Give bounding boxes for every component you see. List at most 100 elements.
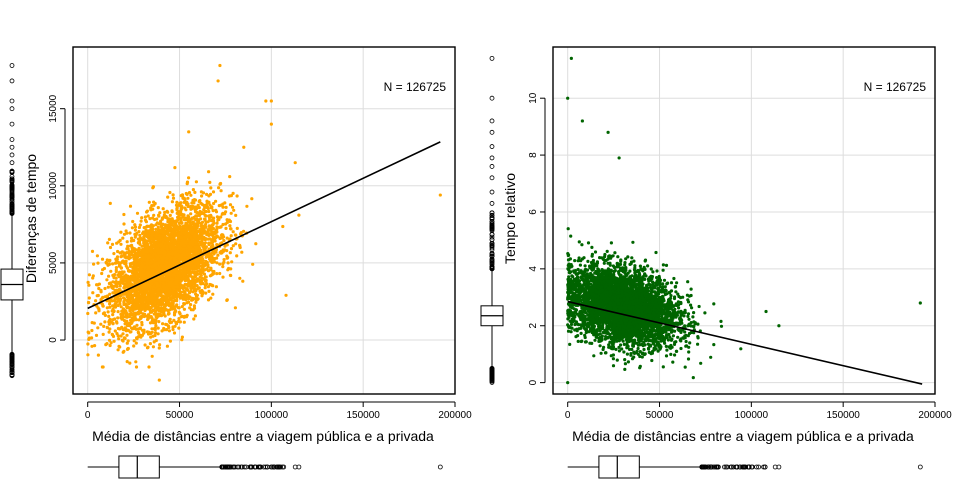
point [90, 249, 95, 253]
point [136, 272, 140, 276]
outlier-point [187, 130, 191, 134]
point [133, 281, 137, 285]
point [218, 182, 222, 186]
point [154, 318, 158, 322]
point [151, 268, 155, 272]
point [154, 324, 158, 328]
point [105, 326, 110, 330]
x-axis-label: Média de distâncias entre a viagem públi… [92, 428, 434, 444]
point [162, 287, 166, 291]
point [90, 344, 94, 348]
point [161, 227, 165, 231]
point [137, 225, 141, 230]
point [199, 224, 203, 228]
point [111, 318, 115, 322]
point [194, 218, 198, 222]
point [161, 284, 166, 288]
point [175, 200, 179, 204]
point [149, 208, 153, 212]
point [87, 273, 91, 277]
point [105, 278, 109, 282]
point [109, 269, 113, 273]
point [116, 249, 120, 254]
point [231, 205, 235, 209]
point [116, 316, 120, 320]
point [152, 340, 156, 344]
point [148, 237, 152, 241]
point [94, 333, 99, 337]
point [143, 215, 147, 219]
point [163, 234, 167, 238]
outlier-point [218, 63, 222, 68]
point [101, 365, 105, 369]
point [206, 265, 210, 269]
point [194, 240, 198, 244]
point [142, 269, 146, 273]
point [122, 251, 126, 255]
point [117, 280, 121, 284]
point [214, 285, 218, 289]
point [130, 250, 134, 254]
point [211, 190, 216, 194]
point [155, 284, 160, 288]
point [179, 242, 183, 246]
point [191, 290, 195, 294]
point [215, 272, 219, 276]
point [91, 291, 95, 295]
point [234, 213, 238, 217]
point [172, 331, 177, 335]
point [106, 241, 110, 245]
point [190, 285, 194, 289]
point [180, 213, 184, 217]
outlier-point [269, 122, 273, 126]
point [234, 242, 238, 246]
point [224, 226, 228, 230]
point [116, 326, 120, 331]
point [160, 329, 164, 333]
point [207, 170, 211, 174]
point [144, 220, 148, 224]
point [185, 180, 190, 184]
point [177, 326, 181, 330]
point [214, 199, 218, 203]
point [155, 313, 159, 317]
point [142, 241, 146, 245]
point [182, 244, 187, 248]
point [168, 262, 172, 266]
point [135, 275, 139, 279]
point [198, 280, 202, 284]
point [141, 263, 145, 267]
point [218, 225, 222, 229]
outlier-point [293, 161, 297, 165]
point [281, 224, 285, 229]
point [569, 322, 574, 326]
point [221, 211, 225, 215]
point [177, 317, 181, 321]
point [215, 256, 219, 260]
point [96, 353, 100, 357]
point [154, 227, 158, 231]
point [170, 277, 174, 281]
point [179, 221, 183, 225]
point [153, 296, 157, 300]
point [143, 266, 147, 270]
point [151, 288, 155, 292]
point [171, 230, 175, 234]
point [186, 277, 190, 281]
point [233, 233, 237, 237]
point [182, 240, 186, 244]
point [103, 286, 107, 291]
point [162, 307, 166, 312]
point [191, 296, 195, 300]
point [179, 246, 183, 250]
point [221, 275, 225, 279]
point [230, 260, 234, 264]
point [566, 227, 570, 231]
point [134, 360, 138, 364]
point [115, 321, 119, 325]
point [113, 273, 117, 277]
point [156, 278, 161, 282]
point [170, 291, 174, 295]
point [154, 265, 158, 269]
point [224, 222, 228, 226]
